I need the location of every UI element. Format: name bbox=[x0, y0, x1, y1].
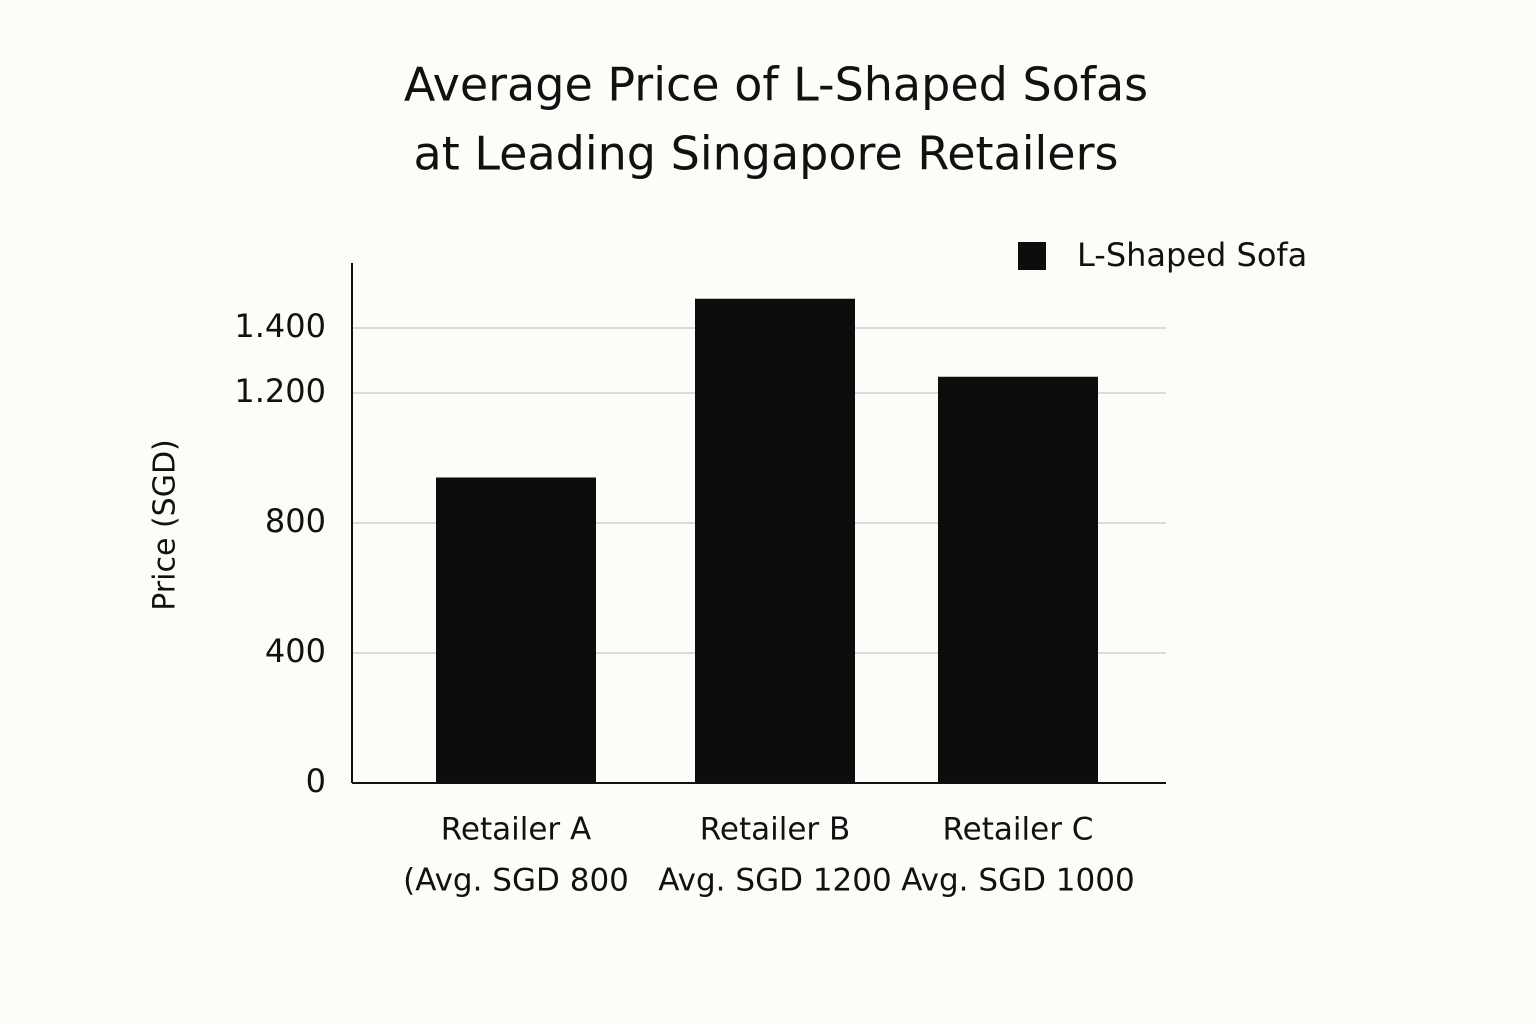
y-tick-label: 400 bbox=[265, 632, 326, 670]
bar bbox=[436, 477, 596, 783]
x-tick-label: Retailer A bbox=[441, 812, 591, 848]
y-tick-label: 800 bbox=[265, 502, 326, 540]
bar bbox=[938, 376, 1098, 783]
chart-title: at Leading Singapore Retailers bbox=[414, 127, 1119, 181]
x-tick-label: Retailer B bbox=[700, 812, 851, 848]
y-axis-label: Price (SGD) bbox=[148, 439, 183, 611]
x-tick-label: (Avg. SGD 800 bbox=[403, 863, 629, 899]
legend-label: L-Shaped Sofa bbox=[1077, 236, 1307, 274]
chart-title: Average Price of L-Shaped Sofas bbox=[404, 58, 1148, 112]
legend-swatch bbox=[1018, 242, 1046, 270]
y-tick-label: 1.400 bbox=[234, 307, 326, 345]
x-tick-label: Avg. SGD 1000 bbox=[901, 863, 1134, 899]
bar bbox=[695, 298, 855, 783]
y-tick-label: 1.200 bbox=[234, 372, 326, 410]
x-tick-label: Retailer C bbox=[943, 812, 1094, 848]
x-tick-label: Avg. SGD 1200 bbox=[658, 863, 891, 899]
y-tick-label: 0 bbox=[306, 762, 326, 800]
